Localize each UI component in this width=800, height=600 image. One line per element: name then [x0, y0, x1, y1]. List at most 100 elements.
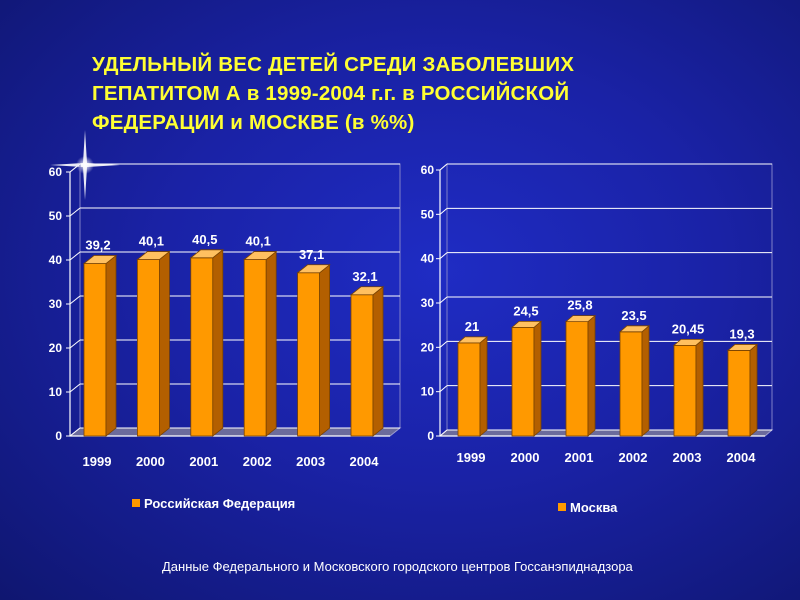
data-label: 40,1 — [246, 234, 271, 249]
y-tick-label: 30 — [49, 297, 63, 311]
bar-top — [349, 286, 385, 296]
x-tick-label: 1999 — [83, 454, 112, 469]
y-tick-label: 20 — [421, 340, 435, 354]
bar — [136, 259, 160, 437]
x-tick-label: 2004 — [350, 454, 380, 469]
data-label: 40,5 — [192, 232, 217, 247]
gridline-diag — [439, 163, 448, 171]
y-tick-label: 10 — [49, 385, 63, 399]
y-tick-label: 30 — [421, 296, 435, 310]
bar-top — [189, 249, 224, 259]
data-label: 37,1 — [299, 247, 324, 262]
bar-side — [212, 248, 224, 437]
bar — [511, 326, 535, 437]
bar — [83, 263, 107, 437]
bar-top — [456, 336, 489, 344]
bar-top — [82, 255, 118, 264]
bar-side — [372, 285, 384, 437]
bar — [190, 257, 214, 437]
y-tick-label: 50 — [421, 207, 435, 221]
x-tick-label: 2001 — [189, 454, 218, 469]
legend-label: Москва — [570, 500, 618, 515]
bar-top — [726, 344, 759, 351]
data-label: 20,45 — [672, 321, 705, 336]
y-tick-label: 0 — [55, 429, 62, 443]
plot-floor — [438, 429, 774, 437]
data-label: 24,5 — [513, 303, 538, 318]
gridline-diag — [439, 252, 448, 260]
bar-top — [672, 338, 705, 346]
gridline-diag — [439, 340, 448, 348]
x-tick-label: 2003 — [673, 450, 702, 465]
source-note: Данные Федерального и Московского городс… — [162, 559, 633, 574]
x-tick-label: 2003 — [296, 454, 325, 469]
x-tick-label: 2002 — [619, 450, 648, 465]
x-tick-label: 2004 — [727, 450, 757, 465]
x-tick-label: 2000 — [136, 454, 165, 469]
bar-side — [533, 320, 542, 437]
x-tick-label: 1999 — [457, 450, 486, 465]
bar — [243, 259, 267, 437]
y-tick-label: 40 — [421, 252, 435, 266]
bar-side — [641, 324, 650, 437]
chart-moscow: 0 10 20 30 40 50 60 21 1999 24,5 2000 25,8 2001 23,5 2… — [421, 162, 774, 515]
gridline-diag — [69, 295, 81, 305]
page-title: УДЕЛЬНЫЙ ВЕС ДЕТЕЙ СРЕДИ ЗАБОЛЕВШИХ ГЕПА… — [92, 50, 732, 137]
bar — [297, 272, 321, 437]
legend-swatch — [132, 499, 140, 507]
y-tick-label: 0 — [427, 429, 434, 443]
legend-swatch — [558, 503, 566, 511]
bar-side — [105, 254, 117, 437]
bar-side — [587, 314, 596, 437]
x-tick-label: 2000 — [511, 450, 540, 465]
y-tick-label: 60 — [49, 165, 63, 179]
gridline-diag — [439, 207, 448, 215]
gridline-diag — [439, 296, 448, 304]
title-line-1: УДЕЛЬНЫЙ ВЕС ДЕТЕЙ СРЕДИ ЗАБОЛЕВШИХ — [92, 53, 575, 76]
bar — [727, 350, 751, 437]
gridline-diag — [69, 427, 81, 437]
bar — [457, 342, 481, 437]
gridline-diag — [69, 207, 81, 217]
x-tick-label: 2001 — [565, 450, 594, 465]
chart-russian-federation: 0 10 20 30 40 50 60 39,2 1999 40,1 2000 40,5 2001 40,… — [49, 162, 402, 511]
bar-side — [695, 338, 704, 437]
data-label: 23,5 — [621, 308, 646, 323]
bar-top — [564, 315, 597, 323]
bar — [619, 331, 643, 437]
legend-label: Российская Федерация — [144, 496, 295, 511]
x-tick-label: 2002 — [243, 454, 272, 469]
y-tick-label: 20 — [49, 341, 63, 355]
y-tick-label: 50 — [49, 209, 63, 223]
bar-side — [158, 250, 170, 437]
bar-top — [243, 251, 278, 260]
data-label: 39,2 — [85, 238, 110, 253]
y-tick-label: 60 — [421, 163, 435, 177]
bar-side — [319, 263, 331, 437]
y-tick-label: 40 — [49, 253, 63, 267]
plot-floor — [68, 427, 402, 437]
data-label: 40,1 — [139, 234, 164, 249]
data-label: 25,8 — [567, 298, 592, 313]
gridline-diag — [69, 251, 81, 261]
bar-side — [265, 250, 277, 437]
gridline-diag — [69, 383, 81, 393]
bar-top — [510, 320, 543, 328]
y-tick-label: 10 — [421, 385, 435, 399]
gridline-diag — [69, 163, 81, 173]
bar-top — [296, 264, 331, 274]
bar — [565, 321, 589, 437]
bar-side — [749, 343, 758, 437]
gridline-diag — [439, 385, 448, 393]
gridline-diag — [69, 339, 81, 349]
title-line-3: ФЕДЕРАЦИИ и МОСКВЕ (в %%) — [92, 111, 415, 134]
data-label: 32,1 — [352, 269, 377, 284]
bar-side — [479, 336, 488, 437]
bar — [673, 344, 697, 437]
title-line-2: ГЕПАТИТОМ А в 1999-2004 г.г. в РОССИЙСКО… — [92, 82, 570, 105]
bar-top — [618, 325, 651, 333]
bar — [350, 294, 374, 437]
gridline-diag — [439, 429, 448, 437]
data-label: 21 — [465, 319, 479, 334]
